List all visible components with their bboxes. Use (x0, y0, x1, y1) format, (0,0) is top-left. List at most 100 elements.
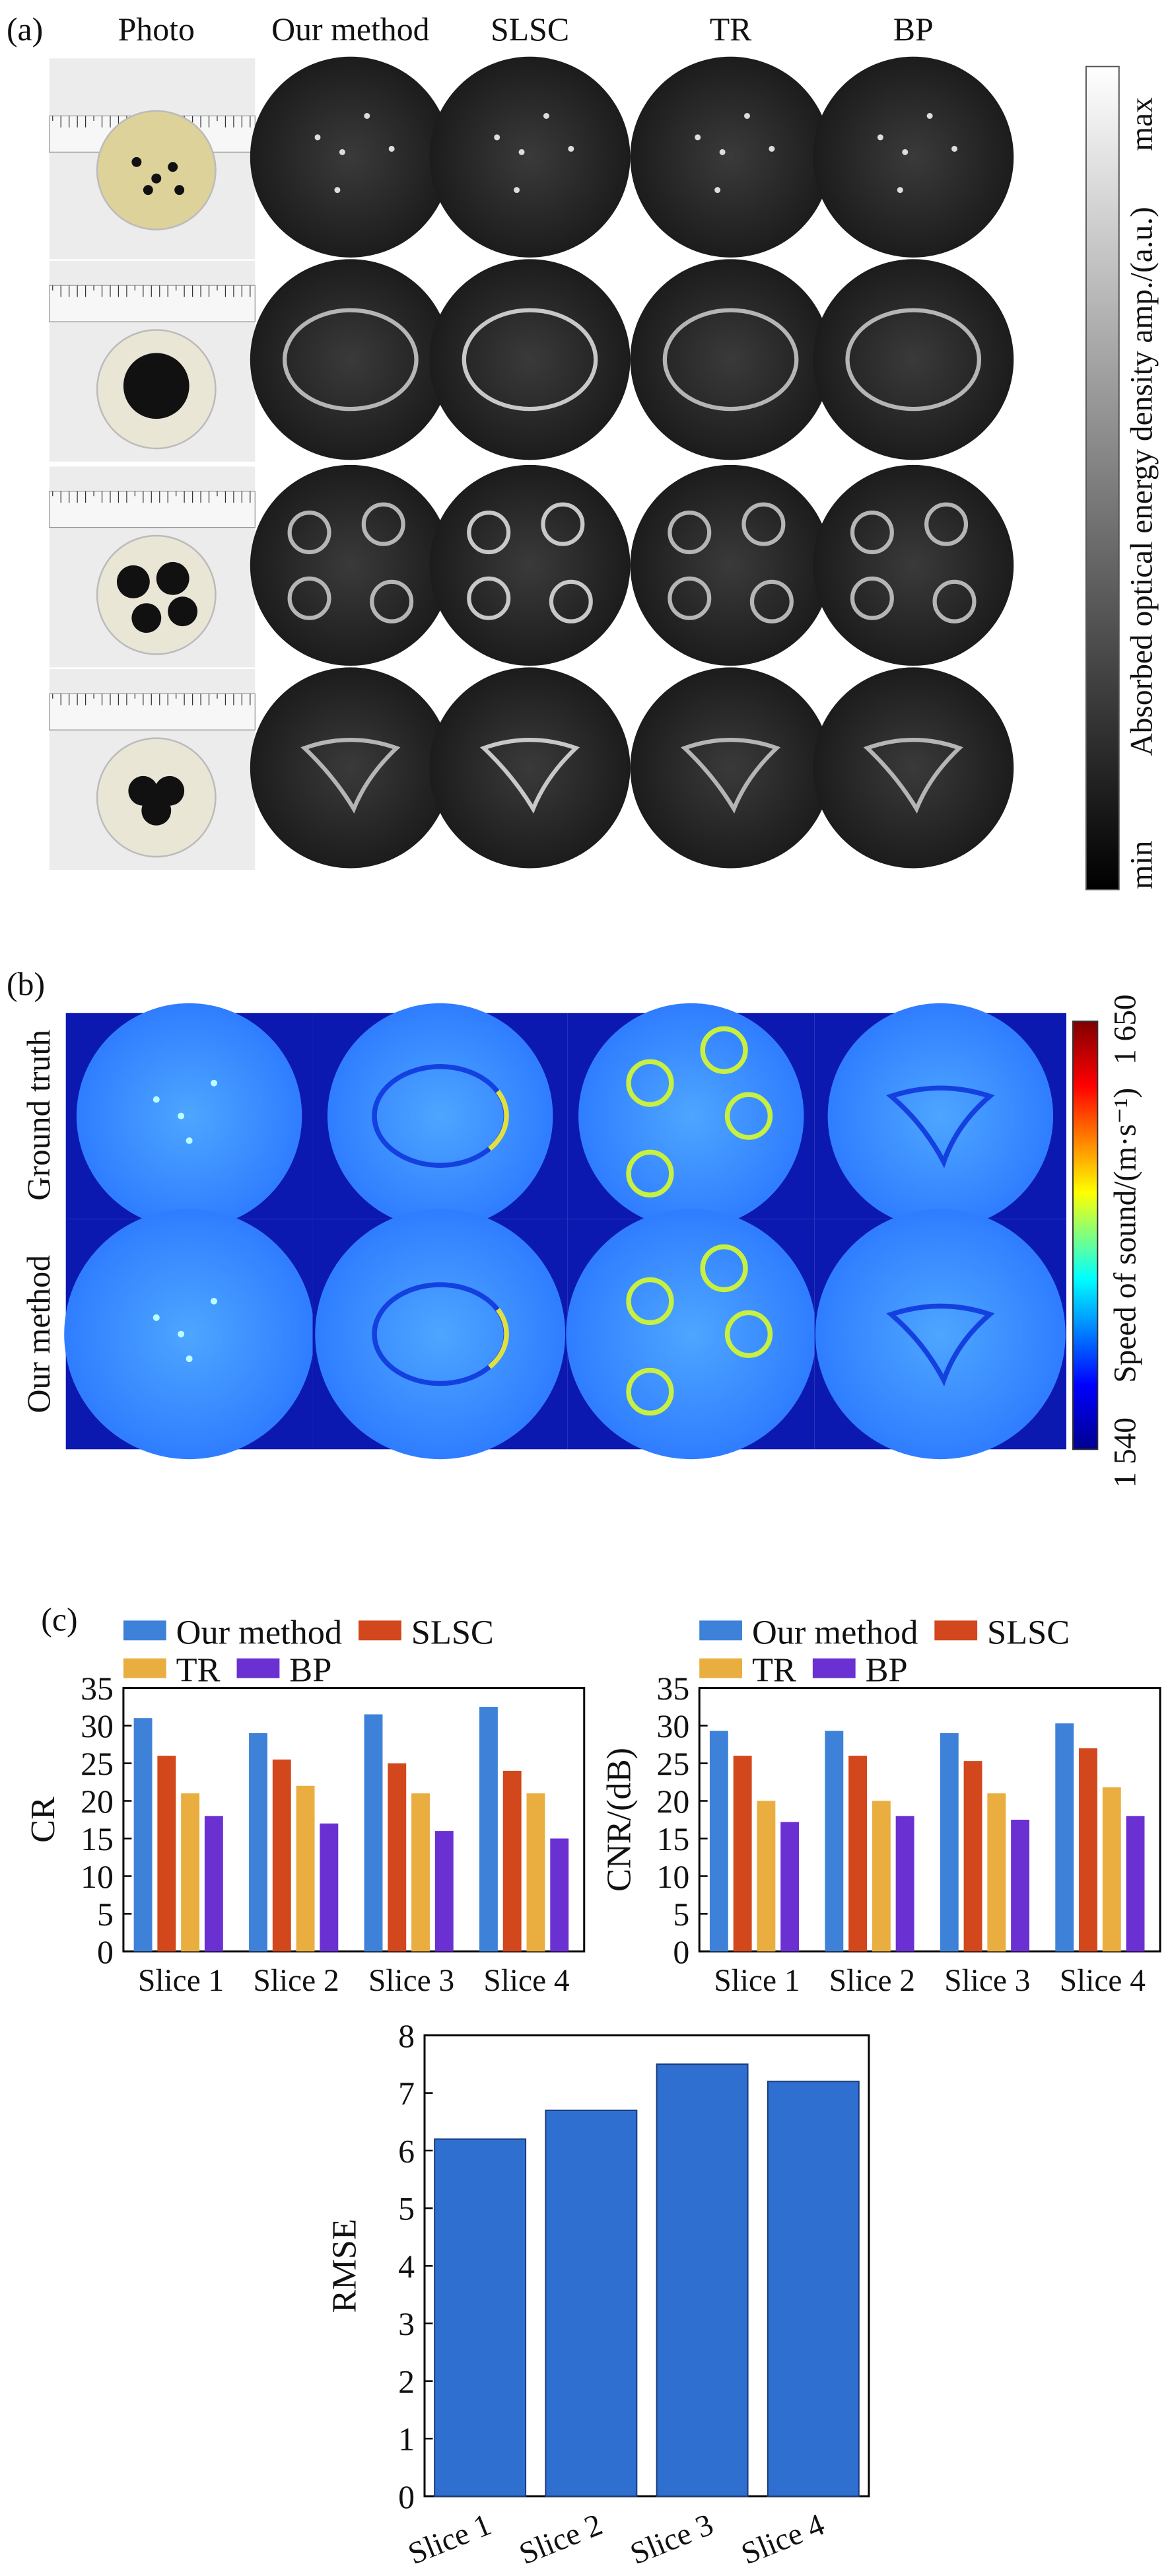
sos-disk (566, 1209, 817, 1460)
photo-blob (156, 561, 189, 595)
sos-disk (64, 1209, 315, 1460)
feature (926, 113, 933, 119)
bar (181, 1793, 200, 1952)
x-tick-label: Slice 1 (403, 2507, 496, 2571)
feature (211, 1079, 217, 1087)
colorbar-min: 1 540 (1109, 1417, 1143, 1488)
photo-blob (131, 157, 142, 167)
bar (1079, 1748, 1097, 1952)
y-tick-label: 15 (81, 1821, 114, 1857)
bar (388, 1763, 407, 1952)
bar (656, 2063, 749, 2497)
feature (361, 502, 405, 546)
photo-blob (123, 353, 189, 419)
photo-blob (116, 565, 150, 598)
bar (895, 1816, 914, 1952)
feature (462, 308, 598, 411)
image-grid (64, 1003, 1066, 1460)
colorbar (1072, 1020, 1099, 1450)
x-tick-label: Slice 3 (625, 2507, 718, 2571)
feature (668, 576, 712, 620)
legend-label: SLSC (411, 1613, 494, 1651)
feature (314, 134, 321, 141)
bar (733, 1756, 752, 1952)
feature (850, 576, 894, 620)
bar (1011, 1820, 1030, 1952)
feature (287, 576, 331, 620)
bar (987, 1793, 1006, 1952)
y-tick-label: 35 (81, 1670, 114, 1707)
feature (186, 1137, 193, 1144)
y-axis-label: CNR/(dB) (600, 1748, 638, 1892)
row-label: Ground truth (20, 1030, 57, 1201)
bar (1102, 1787, 1121, 1952)
legend-swatch (236, 1658, 280, 1678)
photo-blob (168, 596, 198, 627)
column-header: BP (893, 11, 934, 48)
feature (662, 308, 799, 411)
ruler (49, 491, 256, 528)
row-label: Our method (20, 1255, 57, 1413)
bar (940, 1733, 959, 1952)
recon-disk (250, 464, 451, 666)
bar (872, 1801, 891, 1952)
x-tick-label: Slice 2 (829, 1964, 915, 1998)
feature (680, 738, 781, 814)
feature (932, 579, 977, 624)
feature (626, 1367, 674, 1416)
bar (767, 2081, 860, 2497)
panel-label: (a) (7, 11, 43, 48)
feature (211, 1297, 217, 1305)
y-tick-label: 6 (398, 2133, 415, 2169)
legend-label: Our method (176, 1613, 342, 1651)
feature (626, 1059, 674, 1107)
sos-disk (815, 1209, 1066, 1460)
feature (724, 1092, 773, 1140)
feature (695, 134, 701, 141)
y-tick-label: 7 (398, 2075, 415, 2112)
bar (848, 1756, 868, 1952)
feature (514, 187, 520, 194)
x-tick-label: Slice 4 (737, 2507, 829, 2571)
photo-blob (143, 185, 153, 196)
y-tick-label: 0 (673, 1934, 689, 1970)
feature (467, 511, 511, 555)
recon-disk (813, 56, 1014, 258)
bar (157, 1756, 176, 1952)
legend-label: TR (176, 1651, 221, 1690)
bar (1055, 1723, 1074, 1952)
y-tick-label: 5 (673, 1896, 689, 1933)
y-tick-label: 2 (398, 2363, 415, 2400)
y-tick-label: 5 (398, 2191, 415, 2227)
feature (951, 145, 957, 152)
bar (780, 1822, 800, 1952)
legend-swatch (812, 1658, 856, 1678)
feature (494, 134, 500, 141)
feature (287, 511, 331, 555)
x-tick-label: Slice 3 (368, 1964, 454, 1998)
recon-disk (813, 259, 1014, 460)
recon-disk (630, 464, 831, 666)
recon-disk (813, 667, 1014, 869)
y-tick-label: 8 (398, 2018, 415, 2054)
image-grid (49, 56, 1014, 870)
recon-disk (630, 56, 831, 258)
y-tick-label: 0 (398, 2479, 415, 2515)
y-tick-label: 25 (656, 1746, 689, 1782)
bar (272, 1759, 291, 1952)
photo-sample (96, 534, 217, 655)
y-tick-label: 20 (656, 1783, 689, 1820)
bar (411, 1793, 430, 1952)
legend-label: BP (866, 1651, 908, 1690)
ruler (49, 693, 256, 731)
bar (434, 1831, 454, 1952)
feature (724, 1310, 773, 1358)
legend-label: Our method (752, 1613, 918, 1651)
feature (845, 308, 982, 411)
y-tick-label: 4 (398, 2248, 415, 2285)
feature (719, 149, 726, 155)
bar (204, 1816, 223, 1952)
x-tick-label: Slice 4 (483, 1964, 569, 1998)
